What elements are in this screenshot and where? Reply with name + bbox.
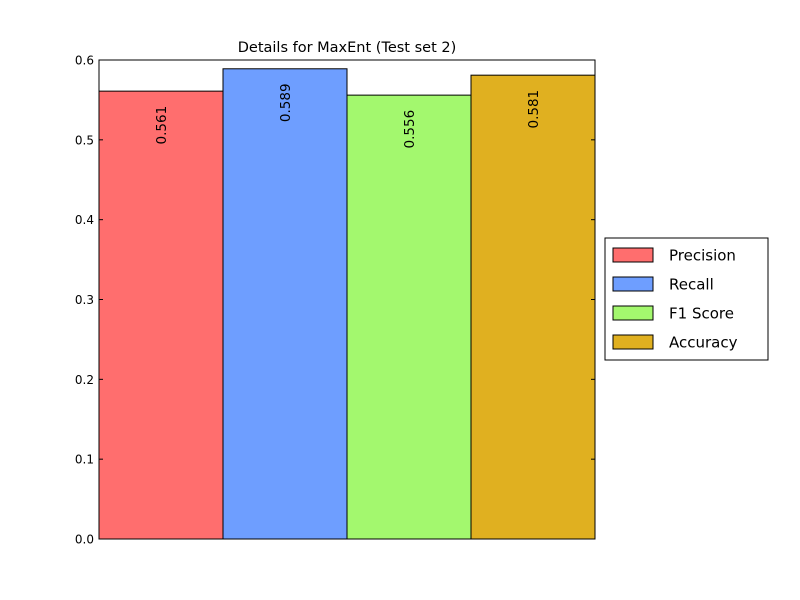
- chart-title: Details for MaxEnt (Test set 2): [238, 40, 457, 56]
- y-tick-label: 0.6: [75, 54, 94, 68]
- value-label: 0.589: [278, 83, 294, 122]
- legend-label: Precision: [669, 247, 736, 265]
- y-tick-label: 0.0: [75, 533, 94, 547]
- legend-swatch: [612, 305, 654, 321]
- bar-precision: [98, 90, 224, 540]
- plot-area: 0.561 0.589 0.556 0.581 0.0 0.1 0.2 0.3 0.4 0.5 0.…: [75, 54, 596, 547]
- y-tick-label: 0.1: [75, 453, 94, 467]
- legend-swatch: [612, 247, 654, 263]
- value-label: 0.556: [402, 110, 418, 149]
- legend-label: F1 Score: [669, 305, 734, 323]
- y-tick-label: 0.5: [75, 133, 94, 147]
- bar-f1-score: [346, 94, 472, 540]
- legend-swatch: [612, 334, 654, 350]
- value-label: 0.561: [154, 106, 170, 145]
- y-tick-label: 0.2: [75, 373, 94, 387]
- legend: Precision Recall F1 Score Accuracy: [604, 237, 769, 361]
- y-tick-label: 0.4: [75, 213, 94, 227]
- value-label: 0.581: [526, 90, 542, 129]
- legend-label: Accuracy: [669, 334, 738, 352]
- bar-accuracy: [470, 74, 596, 540]
- legend-swatch: [612, 276, 654, 292]
- bar-recall: [222, 68, 348, 540]
- legend-label: Recall: [669, 276, 714, 294]
- y-tick-label: 0.3: [75, 293, 94, 307]
